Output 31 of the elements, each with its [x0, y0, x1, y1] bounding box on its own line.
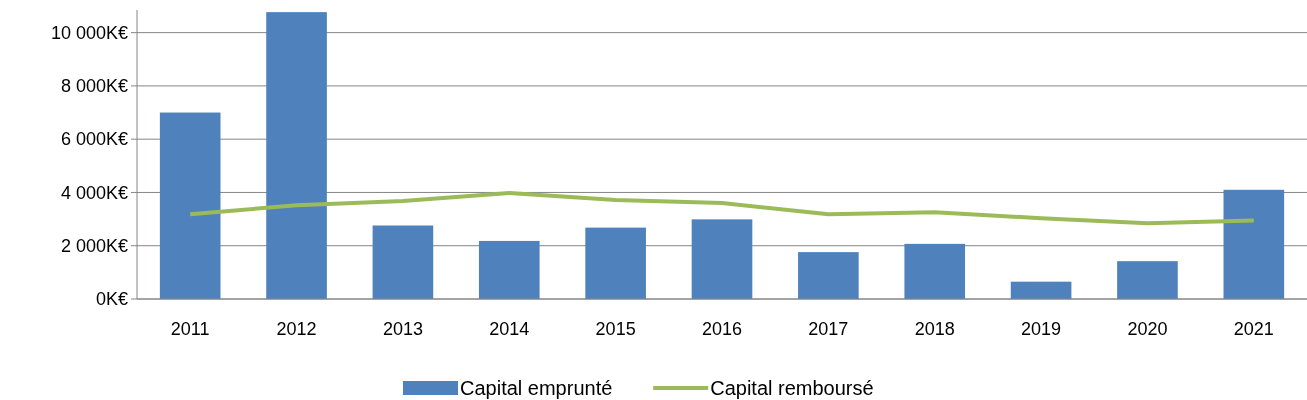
x-tick-label: 2018 — [914, 319, 955, 339]
y-tick-label: 2 000K€ — [60, 236, 128, 257]
x-tick-label: 2015 — [595, 319, 636, 339]
x-tick-label: 2019 — [1021, 319, 1062, 339]
bar — [1223, 189, 1285, 299]
line-series — [188, 190, 1256, 226]
x-tick-label: 2020 — [1127, 319, 1168, 339]
y-tick-label: 4 000K€ — [60, 182, 128, 203]
bar — [372, 225, 434, 299]
x-tick-label: 2012 — [276, 319, 317, 339]
legend-label: Capital emprunté — [460, 377, 613, 399]
x-tick-label: 2016 — [701, 319, 743, 339]
bar — [159, 112, 221, 299]
bar — [1010, 281, 1072, 299]
y-tick-label: 0K€ — [95, 289, 128, 310]
bar — [691, 219, 753, 299]
bar — [266, 12, 327, 299]
x-tick-label: 2014 — [489, 319, 530, 339]
x-tick-label: 2021 — [1233, 319, 1274, 339]
y-tick-label: 8 000K€ — [60, 76, 128, 97]
x-tick-label: 2017 — [808, 319, 849, 339]
bar — [585, 227, 646, 299]
y-tick-label: 10 000K€ — [50, 22, 128, 43]
y-tick-label: 6 000K€ — [60, 129, 128, 150]
bar — [798, 252, 859, 299]
x-tick-label: 2011 — [170, 319, 210, 339]
legend-label: Capital remboursé — [710, 377, 874, 399]
bar — [478, 240, 540, 299]
bar — [904, 243, 966, 299]
x-tick-label: 2013 — [382, 319, 423, 339]
bar — [1117, 261, 1178, 299]
